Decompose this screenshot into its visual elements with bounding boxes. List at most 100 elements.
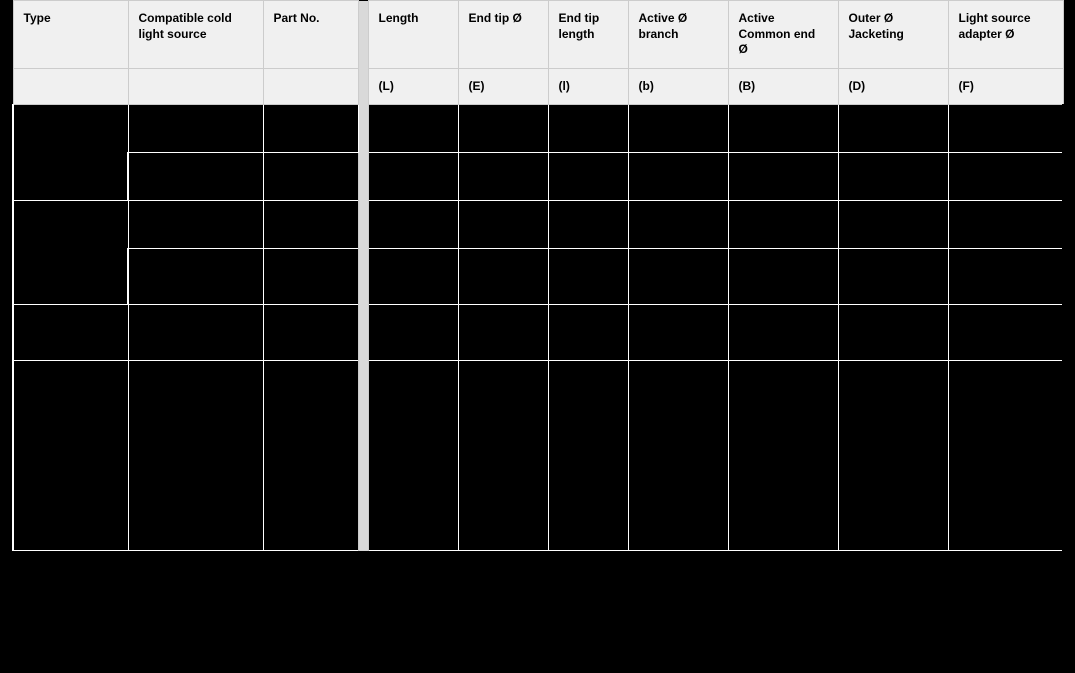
table-row [13,249,1063,305]
col-subheader-endtip_d: (E) [458,68,548,105]
cell-outer_D [838,361,948,551]
cell-adapter_F [948,249,1063,305]
table-row [13,305,1063,361]
col-header-label: Type [24,11,51,25]
col-subheader-label: (D) [849,79,866,93]
cell-adapter_F [948,153,1063,201]
cell-active_b [628,361,728,551]
col-header-adapter_F: Light source adapter Ø [948,1,1063,69]
table-body [13,105,1063,551]
cell-active_b [628,249,728,305]
cell-active_B [728,361,838,551]
col-header-label: Active Ø branch [639,11,688,41]
gap-column [358,105,368,551]
cell-endtip_len [548,249,628,305]
cell-length [368,201,458,249]
col-subheader-label: (E) [469,79,485,93]
col-header-label: Part No. [274,11,320,25]
cell-partno [263,105,358,153]
col-header-label: Length [379,11,419,25]
cell-type [13,105,128,201]
cell-partno [263,361,358,551]
cell-endtip_len [548,105,628,153]
cell-partno [263,201,358,249]
cell-length [368,361,458,551]
col-subheader-active_b: (b) [628,68,728,105]
cell-compatible [128,201,263,249]
cell-adapter_F [948,105,1063,153]
col-subheader-endtip_len: (l) [548,68,628,105]
cell-endtip_d [458,305,548,361]
cell-outer_D [838,249,948,305]
cell-active_b [628,305,728,361]
col-header-endtip_d: End tip Ø [458,1,548,69]
cell-adapter_F [948,201,1063,249]
table-row [13,105,1063,153]
col-header-compatible: Compatible cold light source [128,1,263,69]
cell-adapter_F [948,361,1063,551]
col-subheader-label: (b) [639,79,654,93]
cell-compatible [128,249,263,305]
col-subheader-compatible [128,68,263,105]
cell-active_B [728,153,838,201]
col-header-label: Outer Ø Jacketing [849,11,904,41]
col-header-partno: Part No. [263,1,358,69]
col-subheader-label: (L) [379,79,394,93]
cell-partno [263,153,358,201]
col-subheader-active_B: (B) [728,68,838,105]
cell-endtip_d [458,201,548,249]
cell-endtip_d [458,361,548,551]
col-subheader-label: (B) [739,79,756,93]
col-header-outer_D: Outer Ø Jacketing [838,1,948,69]
cell-endtip_d [458,153,548,201]
table-row [13,153,1063,201]
col-subheader-label: (F) [959,79,974,93]
page: Type Compatible cold light source Part No.… [0,0,1075,673]
cell-endtip_len [548,153,628,201]
col-header-endtip_len: End tip length [548,1,628,69]
cell-active_b [628,105,728,153]
col-header-label: Light source adapter Ø [959,11,1031,41]
cell-endtip_d [458,105,548,153]
cell-compatible [128,361,263,551]
cell-length [368,305,458,361]
cell-type [13,201,128,305]
col-header-label: End tip length [559,11,600,41]
cell-compatible [128,105,263,153]
col-subheader-length: (L) [368,68,458,105]
cell-outer_D [838,201,948,249]
cell-type [13,305,128,361]
cell-outer_D [838,153,948,201]
cell-compatible [128,153,263,201]
col-subheader-type [13,68,128,105]
col-header-label: Active Common end Ø [739,11,816,56]
col-header-gap [358,1,368,105]
cell-compatible [128,305,263,361]
cell-partno [263,249,358,305]
table-row [13,201,1063,249]
col-subheader-label: (l) [559,79,570,93]
cell-endtip_len [548,305,628,361]
col-header-label: End tip Ø [469,11,522,25]
cell-endtip_d [458,249,548,305]
cell-endtip_len [548,361,628,551]
spec-table: Type Compatible cold light source Part No.… [12,0,1064,551]
cell-length [368,249,458,305]
table-subheader-row: (L) (E) (l) (b) (B) (D) (F) [13,68,1063,105]
cell-endtip_len [548,201,628,249]
cell-active_b [628,153,728,201]
col-header-label: Compatible cold light source [139,11,232,41]
cell-adapter_F [948,305,1063,361]
cell-length [368,153,458,201]
cell-partno [263,305,358,361]
table-row [13,361,1063,551]
col-header-type: Type [13,1,128,69]
cell-active_B [728,249,838,305]
cell-active_B [728,305,838,361]
cell-length [368,105,458,153]
cell-active_B [728,105,838,153]
col-subheader-partno [263,68,358,105]
cell-outer_D [838,305,948,361]
col-header-active_B: Active Common end Ø [728,1,838,69]
col-subheader-outer_D: (D) [838,68,948,105]
